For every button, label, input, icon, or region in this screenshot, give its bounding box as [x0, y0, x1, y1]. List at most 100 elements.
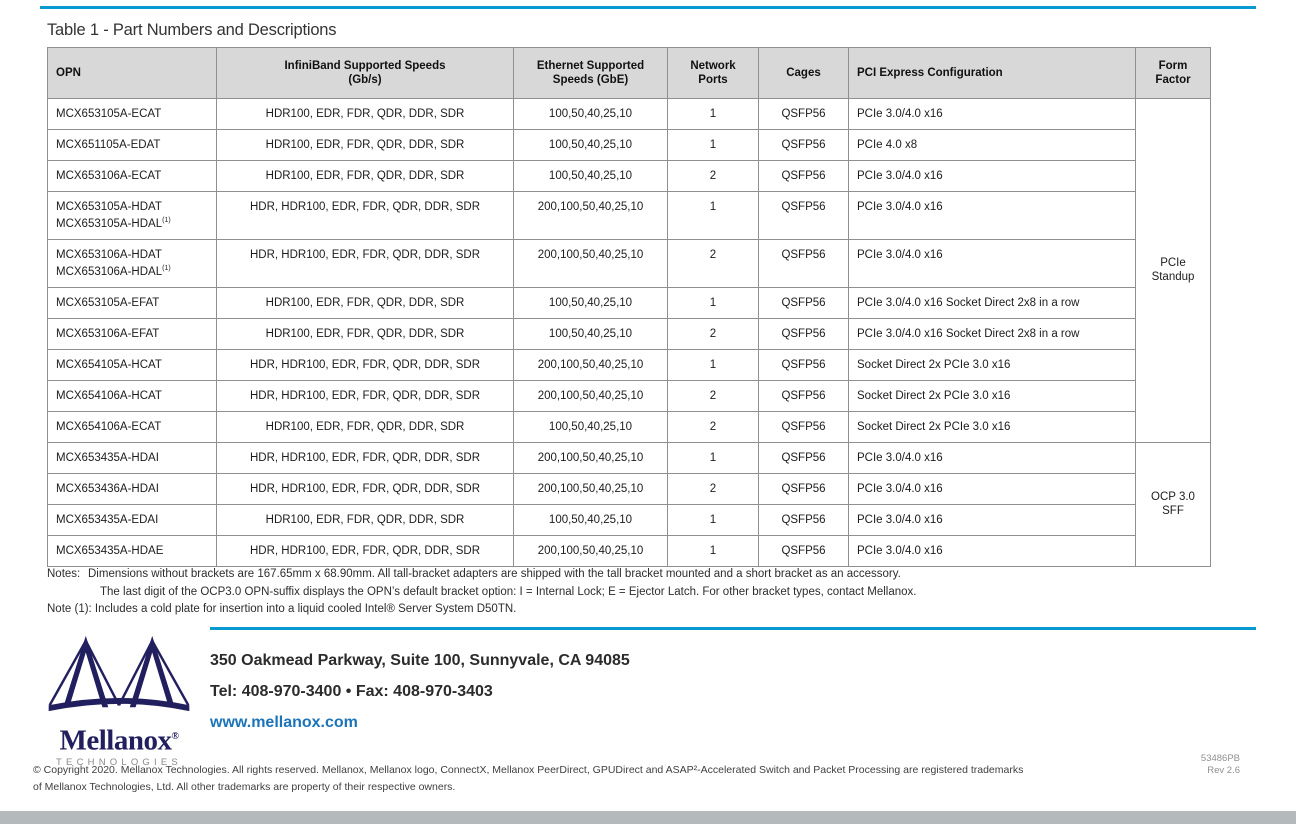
table-row: MCX653105A-ECAT HDR100, EDR, FDR, QDR, D… [47, 98, 1211, 443]
header-opn: OPN [47, 47, 217, 99]
cell-ports: 2 [667, 472, 759, 505]
mellanox-logo: Mellanox® TECHNOLOGIES [40, 633, 198, 768]
table-row: MCX654106A-ECAT HDR100, EDR, FDR, QDR, D… [47, 410, 1211, 443]
footer-accent-rule [210, 627, 1256, 630]
cell-form-factor-ocp3-sff: OCP 3.0 SFF [1135, 441, 1211, 567]
cell-pcie: PCIe 4.0 x8 [848, 129, 1136, 161]
table-row: MCX651105A-EDAT HDR100, EDR, FDR, QDR, D… [47, 129, 1211, 161]
cell-ethernet: 100,50,40,25,10 [513, 129, 668, 161]
cell-ports: 1 [667, 534, 759, 567]
website-link[interactable]: www.mellanox.com [210, 714, 358, 731]
note-line-2: The last digit of the OCP3.0 OPN-suffix … [100, 585, 917, 598]
table-row: MCX653106A-ECAT HDR100, EDR, FDR, QDR, D… [47, 160, 1211, 192]
notes-label: Notes: [47, 568, 81, 580]
cell-ethernet: 100,50,40,25,10 [513, 410, 668, 443]
table-row: MCX653435A-EDAI HDR100, EDR, FDR, QDR, D… [47, 503, 1211, 536]
tel-fax-line: Tel: 408-970-3400 • Fax: 408-970-3403 [210, 683, 493, 700]
doc-info: 53486PB Rev 2.6 [1140, 753, 1240, 777]
cell-opn: MCX653105A-HDAT MCX653105A-HDAL(1) [47, 191, 217, 240]
cell-infiniband: HDR100, EDR, FDR, QDR, DDR, SDR [216, 503, 514, 536]
cell-ethernet: 200,100,50,40,25,10 [513, 379, 668, 412]
cell-ports: 1 [667, 503, 759, 536]
cell-opn: MCX654105A-HCAT [47, 348, 217, 381]
cell-cages: QSFP56 [758, 238, 849, 288]
contact-block: 350 Oakmead Parkway, Suite 100, Sunnyval… [210, 645, 630, 738]
cell-cages: QSFP56 [758, 98, 849, 130]
cell-opn: MCX651105A-EDAT [47, 129, 217, 161]
table-row: MCX653436A-HDAI HDR, HDR100, EDR, FDR, Q… [47, 472, 1211, 505]
logo-technologies-label: TECHNOLOGIES [56, 756, 182, 768]
cell-ports: 1 [667, 129, 759, 161]
table-row: MCX653435A-HDAI HDR, HDR100, EDR, FDR, Q… [47, 441, 1211, 567]
cell-ethernet: 100,50,40,25,10 [513, 160, 668, 192]
doc-revision: Rev 2.6 [1207, 765, 1240, 776]
cell-pcie: PCIe 3.0/4.0 x16 Socket Direct 2x8 in a … [848, 286, 1136, 319]
cell-opn: MCX654106A-ECAT [47, 410, 217, 443]
header-cages: Cages [758, 47, 849, 99]
cell-ethernet: 200,100,50,40,25,10 [513, 191, 668, 240]
cell-ports: 1 [667, 348, 759, 381]
header-form-factor: Form Factor [1135, 47, 1211, 99]
cell-opn: MCX653105A-ECAT [47, 98, 217, 130]
cell-pcie: PCIe 3.0/4.0 x16 [848, 238, 1136, 288]
cell-ethernet: 200,100,50,40,25,10 [513, 238, 668, 288]
top-accent-rule [40, 6, 1256, 9]
cell-cages: QSFP56 [758, 348, 849, 381]
cell-opn: MCX653435A-HDAI [47, 441, 217, 474]
cell-pcie: Socket Direct 2x PCIe 3.0 x16 [848, 410, 1136, 443]
header-ethernet-speeds: Ethernet Supported Speeds (GbE) [513, 47, 668, 99]
cell-pcie: PCIe 3.0/4.0 x16 Socket Direct 2x8 in a … [848, 317, 1136, 350]
cell-infiniband: HDR100, EDR, FDR, QDR, DDR, SDR [216, 317, 514, 350]
cell-ethernet: 200,100,50,40,25,10 [513, 534, 668, 567]
note-line-3: Note (1): Includes a cold plate for inse… [47, 603, 517, 615]
cell-cages: QSFP56 [758, 129, 849, 161]
cell-infiniband: HDR, HDR100, EDR, FDR, QDR, DDR, SDR [216, 348, 514, 381]
note-line-1: Notes: Dimensions without brackets are 16… [47, 566, 916, 584]
cell-opn: MCX653106A-EFAT [47, 317, 217, 350]
cell-ethernet: 100,50,40,25,10 [513, 503, 668, 536]
table-row: MCX654105A-HCAT HDR, HDR100, EDR, FDR, Q… [47, 348, 1211, 381]
header-pci-express: PCI Express Configuration [848, 47, 1136, 99]
cell-pcie: Socket Direct 2x PCIe 3.0 x16 [848, 348, 1136, 381]
cell-ports: 2 [667, 238, 759, 288]
cell-ethernet: 200,100,50,40,25,10 [513, 472, 668, 505]
cell-cages: QSFP56 [758, 317, 849, 350]
cell-cages: QSFP56 [758, 441, 849, 474]
copyright-text: © Copyright 2020. Mellanox Technologies.… [33, 764, 1024, 793]
cell-ethernet: 100,50,40,25,10 [513, 98, 668, 130]
cell-ethernet: 100,50,40,25,10 [513, 317, 668, 350]
part-numbers-table: OPN InfiniBand Supported Speeds (Gb/s) Et… [47, 47, 1211, 567]
cell-pcie: PCIe 3.0/4.0 x16 [848, 472, 1136, 505]
cell-infiniband: HDR, HDR100, EDR, FDR, QDR, DDR, SDR [216, 472, 514, 505]
cell-cages: QSFP56 [758, 472, 849, 505]
header-infiniband-speeds: InfiniBand Supported Speeds (Gb/s) [216, 47, 514, 99]
cell-ports: 2 [667, 160, 759, 192]
cell-pcie: PCIe 3.0/4.0 x16 [848, 160, 1136, 192]
footnote-marker: (1) [162, 264, 171, 272]
cell-ports: 1 [667, 98, 759, 130]
cell-opn: MCX653435A-EDAI [47, 503, 217, 536]
cell-infiniband: HDR, HDR100, EDR, FDR, QDR, DDR, SDR [216, 191, 514, 240]
cell-pcie: PCIe 3.0/4.0 x16 [848, 98, 1136, 130]
table-row: MCX653106A-EFAT HDR100, EDR, FDR, QDR, D… [47, 317, 1211, 350]
table-header-row: OPN InfiniBand Supported Speeds (Gb/s) Et… [47, 47, 1211, 99]
mellanox-bridge-icon [48, 635, 190, 712]
cell-pcie: PCIe 3.0/4.0 x16 [848, 191, 1136, 240]
cell-ports: 1 [667, 191, 759, 240]
cell-cages: QSFP56 [758, 191, 849, 240]
cell-cages: QSFP56 [758, 160, 849, 192]
cell-infiniband: HDR100, EDR, FDR, QDR, DDR, SDR [216, 286, 514, 319]
table-row: MCX653105A-HDAT MCX653105A-HDAL(1) HDR, … [47, 191, 1211, 240]
cell-infiniband: HDR100, EDR, FDR, QDR, DDR, SDR [216, 160, 514, 192]
cell-ports: 2 [667, 379, 759, 412]
bottom-edge-strip [0, 811, 1296, 824]
doc-number: 53486PB [1200, 753, 1240, 764]
cell-cages: QSFP56 [758, 534, 849, 567]
cell-cages: QSFP56 [758, 410, 849, 443]
cell-infiniband: HDR, HDR100, EDR, FDR, QDR, DDR, SDR [216, 441, 514, 474]
cell-pcie: PCIe 3.0/4.0 x16 [848, 534, 1136, 567]
cell-infiniband: HDR100, EDR, FDR, QDR, DDR, SDR [216, 98, 514, 130]
address-line: 350 Oakmead Parkway, Suite 100, Sunnyval… [210, 652, 630, 669]
table-row: MCX654106A-HCAT HDR, HDR100, EDR, FDR, Q… [47, 379, 1211, 412]
